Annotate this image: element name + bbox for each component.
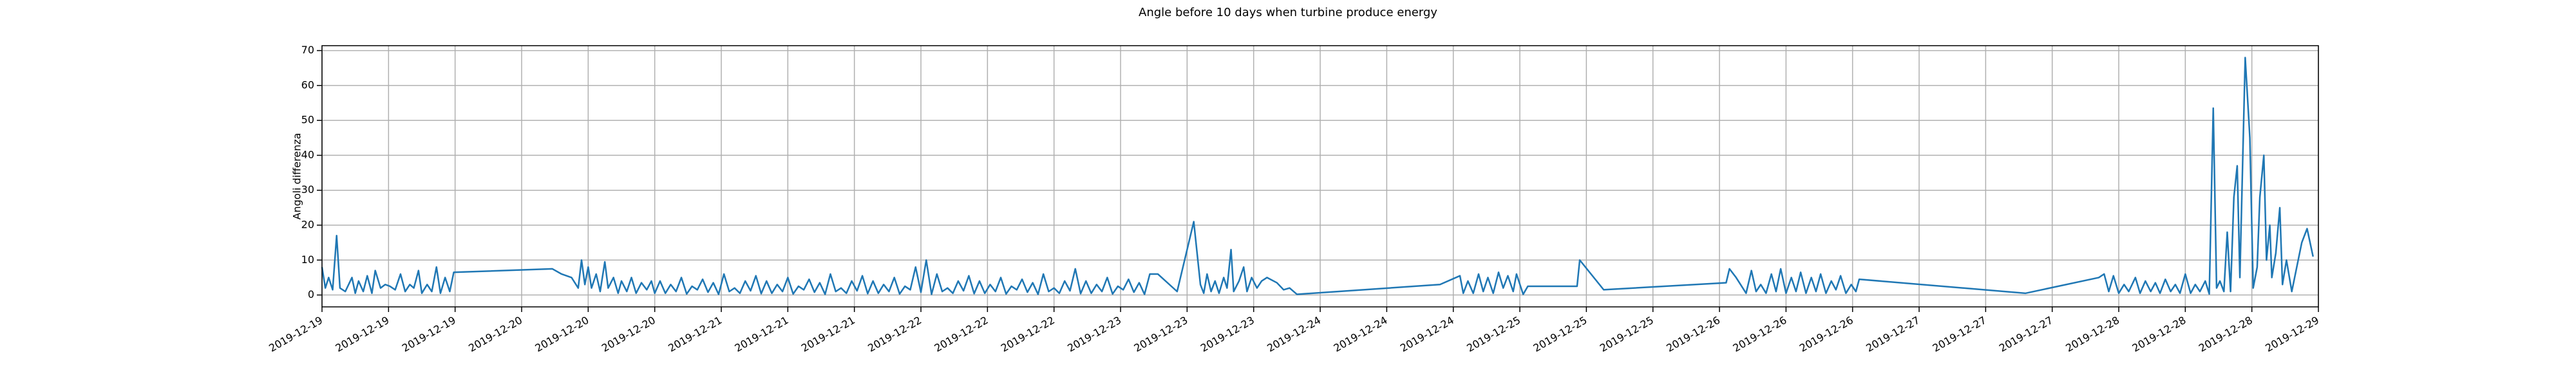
x-tick-label: 2019-12-27 <box>1864 314 1922 354</box>
x-tick-label: 2019-12-27 <box>1997 314 2055 354</box>
x-tick-label: 2019-12-22 <box>866 314 923 354</box>
x-tick-label: 2019-12-24 <box>1398 314 1456 354</box>
y-tick-label: 20 <box>301 218 314 230</box>
x-tick-label: 2019-12-25 <box>1598 314 1656 354</box>
x-tick-label: 2019-12-26 <box>1797 314 1855 354</box>
chart-title: Angle before 10 days when turbine produc… <box>1139 6 1437 19</box>
x-tick-label: 2019-12-20 <box>600 314 658 354</box>
x-tick-label: 2019-12-23 <box>1132 314 1190 354</box>
x-tick-label: 2019-12-28 <box>2130 314 2188 354</box>
y-tick-label: 0 <box>308 288 314 300</box>
x-tick-label: 2019-12-21 <box>666 314 724 354</box>
x-tick-label: 2019-12-19 <box>334 314 392 354</box>
x-tick-label: 2019-12-25 <box>1464 314 1522 354</box>
x-tick-label: 2019-12-28 <box>2197 314 2255 354</box>
y-tick-label: 10 <box>301 253 314 266</box>
y-tick-label: 30 <box>301 183 314 196</box>
x-tick-label: 2019-12-26 <box>1731 314 1789 354</box>
x-tick-label: 2019-12-23 <box>1065 314 1123 354</box>
y-tick-label: 50 <box>301 114 314 126</box>
x-tick-label: 2019-12-20 <box>533 314 591 354</box>
x-tick-label: 2019-12-27 <box>1931 314 1989 354</box>
x-tick-label: 2019-12-21 <box>799 314 857 354</box>
plot-frame <box>321 45 2319 308</box>
x-tick-label: 2019-12-23 <box>1198 314 1256 354</box>
x-tick-label: 2019-12-24 <box>1265 314 1323 354</box>
x-tick-label: 2019-12-26 <box>1664 314 1722 354</box>
x-tick-label: 2019-12-29 <box>2263 314 2321 354</box>
x-tick-label: 2019-12-24 <box>1332 314 1390 354</box>
data-line <box>321 57 2314 295</box>
x-tick-label: 2019-12-25 <box>1531 314 1589 354</box>
x-tick-label: 2019-12-28 <box>2063 314 2121 354</box>
x-tick-label: 2019-12-21 <box>733 314 791 354</box>
y-tick-label: 70 <box>301 44 314 56</box>
x-tick-label: 2019-12-20 <box>466 314 524 354</box>
y-axis-label: Angoli differenza <box>291 133 303 220</box>
x-tick-label: 2019-12-19 <box>400 314 458 354</box>
x-tick-label: 2019-12-22 <box>933 314 990 354</box>
x-tick-label: 2019-12-22 <box>999 314 1057 354</box>
x-tick-label: 2019-12-19 <box>267 314 325 354</box>
y-tick-label: 40 <box>301 149 314 161</box>
y-tick-label: 60 <box>301 78 314 91</box>
